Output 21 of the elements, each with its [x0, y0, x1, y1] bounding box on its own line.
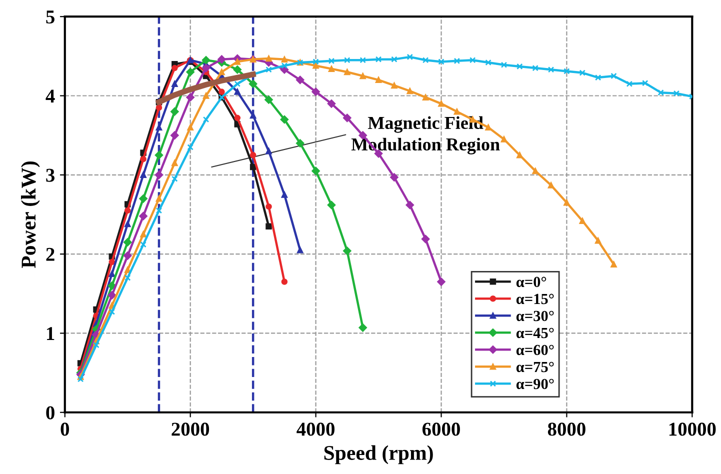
legend-label: α=15° [516, 294, 554, 304]
legend-label: α=45° [516, 328, 554, 338]
legend-label: α=30° [516, 310, 554, 322]
x-tick-label: 2000 [172, 422, 210, 436]
legend-label: α=0° [516, 276, 546, 288]
legend-label: α=60° [516, 344, 554, 356]
x-tick-label: 0 [60, 422, 70, 436]
y-tick-label: 1 [47, 327, 54, 340]
y-tick-label: 4 [46, 90, 55, 102]
x-tick-label: 10000 [669, 422, 716, 436]
x-tick-label: 8000 [548, 422, 586, 436]
x-tick-label: 4000 [296, 422, 334, 436]
x-axis-title: Speed (rpm) [324, 445, 433, 464]
y-axis-title: Power (kW) [20, 161, 40, 268]
y-tick-label: 2 [46, 248, 54, 261]
legend-label: α=75° [516, 362, 554, 372]
y-tick-label: 5 [46, 10, 54, 24]
y-tick-label: 3 [46, 168, 54, 182]
y-tick-label: 0 [46, 406, 54, 420]
legend-label: α=90° [516, 378, 554, 390]
x-tick-label: 6000 [422, 422, 460, 436]
